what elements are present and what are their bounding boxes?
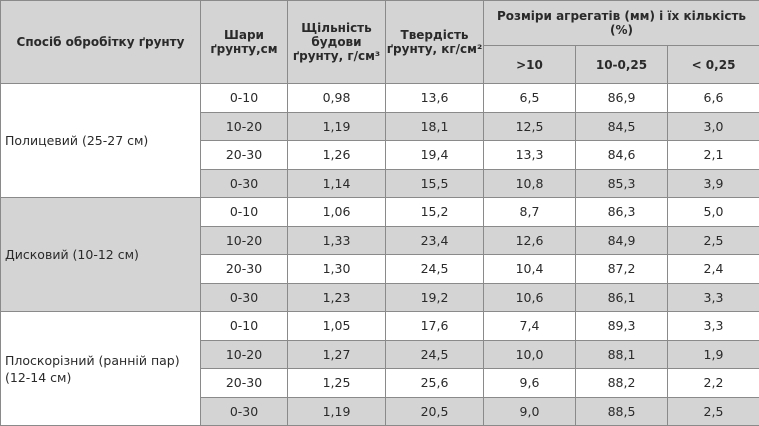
agg-10-025-cell: 89,3 bbox=[576, 312, 668, 341]
layer-cell: 0-10 bbox=[201, 312, 288, 341]
header-layers: Шари ґрунту,см bbox=[201, 1, 288, 84]
agg-10-025-cell: 86,9 bbox=[576, 84, 668, 113]
agg-gt10-cell: 6,5 bbox=[484, 84, 576, 113]
agg-lt025-cell: 2,5 bbox=[668, 226, 759, 255]
hardness-cell: 17,6 bbox=[386, 312, 484, 341]
method-cell: Полицевий (25-27 см) bbox=[1, 84, 201, 198]
agg-10-025-cell: 86,1 bbox=[576, 283, 668, 312]
agg-gt10-cell: 10,6 bbox=[484, 283, 576, 312]
agg-lt025-cell: 3,3 bbox=[668, 283, 759, 312]
density-cell: 1,25 bbox=[288, 369, 386, 398]
hardness-cell: 23,4 bbox=[386, 226, 484, 255]
agg-lt025-cell: 6,6 bbox=[668, 84, 759, 113]
header-agg-10-025: 10-0,25 bbox=[576, 46, 668, 84]
hardness-cell: 13,6 bbox=[386, 84, 484, 113]
layer-cell: 0-10 bbox=[201, 198, 288, 227]
hardness-cell: 19,2 bbox=[386, 283, 484, 312]
density-cell: 1,27 bbox=[288, 340, 386, 369]
header-agg-lt025: < 0,25 bbox=[668, 46, 759, 84]
hardness-cell: 19,4 bbox=[386, 141, 484, 170]
agg-lt025-cell: 3,9 bbox=[668, 169, 759, 198]
density-cell: 1,23 bbox=[288, 283, 386, 312]
hardness-cell: 18,1 bbox=[386, 112, 484, 141]
agg-10-025-cell: 88,2 bbox=[576, 369, 668, 398]
agg-lt025-cell: 2,2 bbox=[668, 369, 759, 398]
hardness-cell: 25,6 bbox=[386, 369, 484, 398]
agg-lt025-cell: 1,9 bbox=[668, 340, 759, 369]
density-cell: 1,30 bbox=[288, 255, 386, 284]
agg-gt10-cell: 8,7 bbox=[484, 198, 576, 227]
agg-gt10-cell: 10,8 bbox=[484, 169, 576, 198]
agg-gt10-cell: 12,5 bbox=[484, 112, 576, 141]
density-cell: 1,14 bbox=[288, 169, 386, 198]
hardness-cell: 24,5 bbox=[386, 255, 484, 284]
agg-10-025-cell: 84,9 bbox=[576, 226, 668, 255]
agg-gt10-cell: 12,6 bbox=[484, 226, 576, 255]
agg-gt10-cell: 10,0 bbox=[484, 340, 576, 369]
table-row: Плоскорізний (ранній пар) (12-14 см) 0-1… bbox=[1, 312, 759, 341]
density-cell: 1,33 bbox=[288, 226, 386, 255]
agg-gt10-cell: 9,0 bbox=[484, 397, 576, 426]
density-cell: 1,05 bbox=[288, 312, 386, 341]
density-cell: 1,06 bbox=[288, 198, 386, 227]
agg-lt025-cell: 5,0 bbox=[668, 198, 759, 227]
layer-cell: 0-30 bbox=[201, 397, 288, 426]
layer-cell: 20-30 bbox=[201, 369, 288, 398]
method-cell: Плоскорізний (ранній пар) (12-14 см) bbox=[1, 312, 201, 426]
agg-lt025-cell: 2,1 bbox=[668, 141, 759, 170]
density-cell: 0,98 bbox=[288, 84, 386, 113]
table-row: Полицевий (25-27 см) 0-10 0,98 13,6 6,5 … bbox=[1, 84, 759, 113]
hardness-cell: 20,5 bbox=[386, 397, 484, 426]
density-cell: 1,19 bbox=[288, 112, 386, 141]
method-cell: Дисковий (10-12 см) bbox=[1, 198, 201, 312]
hardness-cell: 15,2 bbox=[386, 198, 484, 227]
agg-lt025-cell: 2,5 bbox=[668, 397, 759, 426]
table-row: Дисковий (10-12 см) 0-10 1,06 15,2 8,7 8… bbox=[1, 198, 759, 227]
agg-10-025-cell: 88,1 bbox=[576, 340, 668, 369]
agg-lt025-cell: 3,3 bbox=[668, 312, 759, 341]
agg-gt10-cell: 9,6 bbox=[484, 369, 576, 398]
layer-cell: 0-10 bbox=[201, 84, 288, 113]
agg-10-025-cell: 84,5 bbox=[576, 112, 668, 141]
header-density: Щільність будови ґрунту, г/см³ bbox=[288, 1, 386, 84]
layer-cell: 20-30 bbox=[201, 255, 288, 284]
header-hardness: Твердість ґрунту, кг/см² bbox=[386, 1, 484, 84]
density-cell: 1,26 bbox=[288, 141, 386, 170]
agg-10-025-cell: 85,3 bbox=[576, 169, 668, 198]
layer-cell: 0-30 bbox=[201, 169, 288, 198]
layer-cell: 10-20 bbox=[201, 226, 288, 255]
agg-gt10-cell: 10,4 bbox=[484, 255, 576, 284]
agg-gt10-cell: 13,3 bbox=[484, 141, 576, 170]
layer-cell: 10-20 bbox=[201, 340, 288, 369]
agg-lt025-cell: 2,4 bbox=[668, 255, 759, 284]
agg-10-025-cell: 84,6 bbox=[576, 141, 668, 170]
header-method: Спосіб обробітку ґрунту bbox=[1, 1, 201, 84]
agg-lt025-cell: 3,0 bbox=[668, 112, 759, 141]
agg-10-025-cell: 88,5 bbox=[576, 397, 668, 426]
hardness-cell: 24,5 bbox=[386, 340, 484, 369]
layer-cell: 0-30 bbox=[201, 283, 288, 312]
agg-10-025-cell: 86,3 bbox=[576, 198, 668, 227]
agg-gt10-cell: 7,4 bbox=[484, 312, 576, 341]
header-aggregates: Розміри агрегатів (мм) і їх кількість (%… bbox=[484, 1, 759, 46]
layer-cell: 20-30 bbox=[201, 141, 288, 170]
agg-10-025-cell: 87,2 bbox=[576, 255, 668, 284]
hardness-cell: 15,5 bbox=[386, 169, 484, 198]
layer-cell: 10-20 bbox=[201, 112, 288, 141]
header-agg-gt10: >10 bbox=[484, 46, 576, 84]
density-cell: 1,19 bbox=[288, 397, 386, 426]
